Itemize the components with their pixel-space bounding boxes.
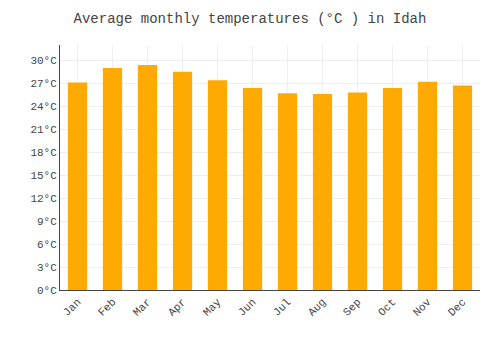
svg-text:Mar: Mar [131,296,153,318]
svg-text:Jun: Jun [236,296,258,318]
svg-text:Oct: Oct [376,296,398,318]
svg-text:Jul: Jul [271,296,293,318]
svg-text:21°C: 21°C [30,124,57,136]
svg-text:0°C: 0°C [37,285,57,297]
svg-text:18°C: 18°C [30,147,57,159]
svg-text:3°C: 3°C [37,262,57,274]
svg-text:Jan: Jan [61,296,83,318]
svg-text:12°C: 12°C [30,193,57,205]
svg-text:6°C: 6°C [37,239,57,251]
svg-text:May: May [201,296,224,319]
svg-text:27°C: 27°C [30,78,57,90]
svg-text:Dec: Dec [446,296,468,318]
svg-text:9°C: 9°C [37,216,57,228]
svg-text:24°C: 24°C [30,101,57,113]
svg-text:Apr: Apr [166,296,188,318]
svg-text:Nov: Nov [411,296,434,319]
svg-text:30°C: 30°C [30,55,57,67]
svg-text:Sep: Sep [341,296,363,318]
svg-text:Feb: Feb [96,296,118,318]
svg-text:Aug: Aug [306,296,328,318]
svg-text:15°C: 15°C [30,170,57,182]
svg-text:Average monthly temperatures (: Average monthly temperatures (°C ) in Id… [74,11,427,27]
